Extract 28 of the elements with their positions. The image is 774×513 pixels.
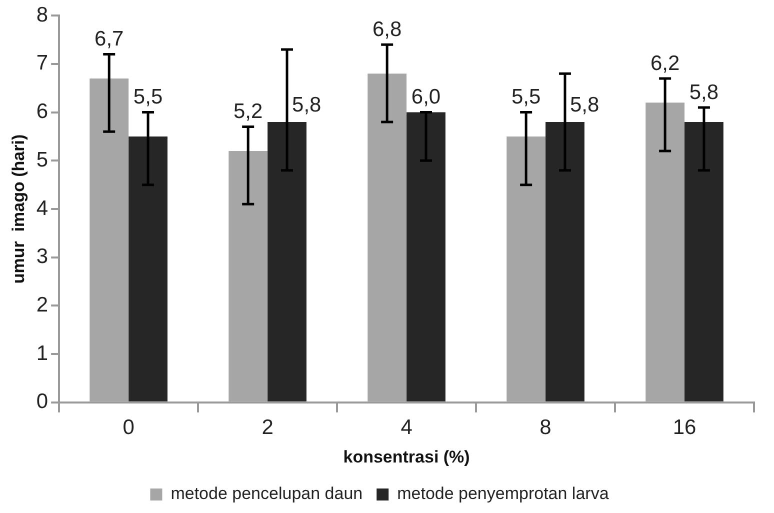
- y-tick-label: 0: [36, 390, 48, 414]
- y-tick-label: 4: [36, 196, 48, 220]
- data-label: 5,8: [292, 93, 322, 116]
- data-label: 6,7: [94, 28, 124, 51]
- x-tick-label: 2: [262, 416, 274, 439]
- data-label: 5,2: [233, 100, 263, 124]
- y-tick-label: 3: [36, 245, 48, 268]
- y-tick-label: 1: [36, 342, 48, 365]
- x-tick-label: 16: [672, 416, 696, 439]
- y-tick-label: 2: [36, 293, 48, 316]
- data-label: 5,5: [133, 86, 163, 109]
- data-label: 6,2: [650, 52, 680, 75]
- x-tick-label: 4: [400, 416, 413, 439]
- data-label: 5,8: [689, 80, 719, 104]
- data-label: 6,8: [372, 18, 402, 41]
- legend-label: metode penyemprotan larva: [397, 484, 610, 504]
- data-label: 6,0: [411, 86, 441, 109]
- y-tick-label: 5: [36, 148, 48, 172]
- y-tick-label: 8: [36, 3, 48, 26]
- y-axis-title: umur imago (hari): [8, 134, 28, 284]
- legend-label: metode pencelupan daun: [170, 484, 363, 504]
- y-tick-label: 6: [36, 100, 48, 124]
- x-axis-title: konsentrasi (%): [343, 447, 470, 466]
- data-label: 5,5: [511, 86, 541, 109]
- y-tick-label: 7: [36, 52, 48, 75]
- data-label: 5,8: [570, 93, 600, 116]
- x-tick-label: 0: [122, 416, 134, 439]
- x-tick-label: 8: [540, 416, 552, 439]
